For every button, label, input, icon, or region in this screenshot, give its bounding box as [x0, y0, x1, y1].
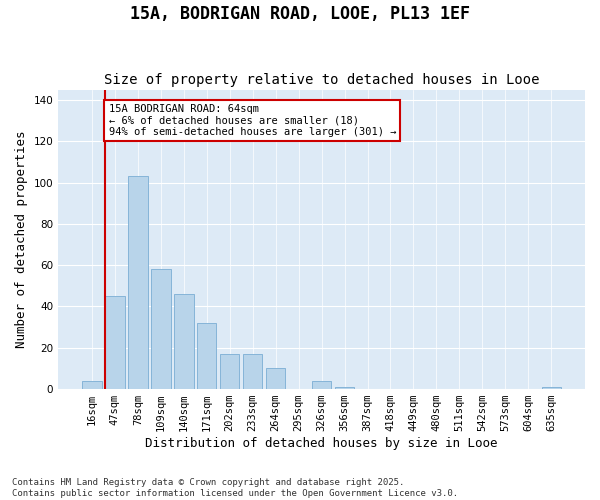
Bar — [197, 323, 217, 389]
Title: Size of property relative to detached houses in Looe: Size of property relative to detached ho… — [104, 73, 539, 87]
Bar — [312, 381, 331, 389]
X-axis label: Distribution of detached houses by size in Looe: Distribution of detached houses by size … — [145, 437, 498, 450]
Bar — [105, 296, 125, 389]
Bar — [151, 270, 170, 389]
Bar — [243, 354, 262, 389]
Text: 15A, BODRIGAN ROAD, LOOE, PL13 1EF: 15A, BODRIGAN ROAD, LOOE, PL13 1EF — [130, 5, 470, 23]
Text: Contains HM Land Registry data © Crown copyright and database right 2025.
Contai: Contains HM Land Registry data © Crown c… — [12, 478, 458, 498]
Bar — [335, 387, 355, 389]
Bar — [82, 381, 101, 389]
Bar — [174, 294, 194, 389]
Text: 15A BODRIGAN ROAD: 64sqm
← 6% of detached houses are smaller (18)
94% of semi-de: 15A BODRIGAN ROAD: 64sqm ← 6% of detache… — [109, 104, 396, 137]
Bar — [220, 354, 239, 389]
Bar — [266, 368, 286, 389]
Y-axis label: Number of detached properties: Number of detached properties — [15, 130, 28, 348]
Bar — [542, 387, 561, 389]
Bar — [128, 176, 148, 389]
